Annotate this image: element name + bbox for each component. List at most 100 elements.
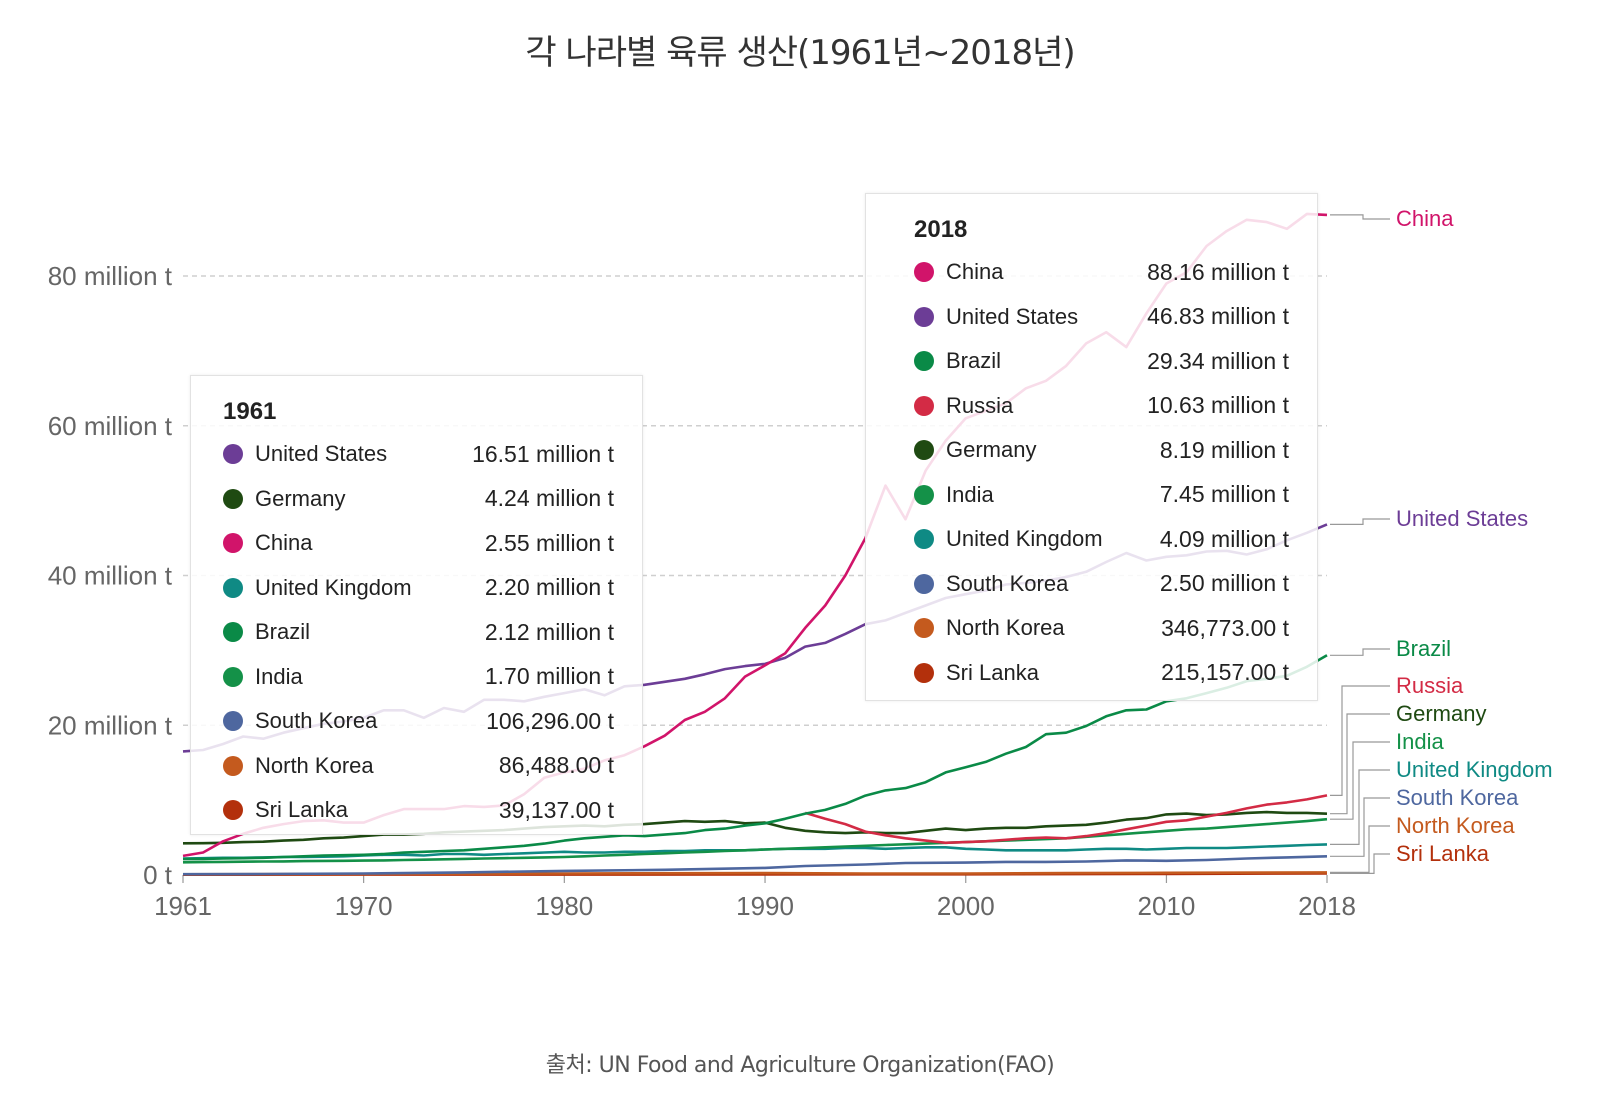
series-line-russia <box>804 794 1328 845</box>
legend-dot <box>223 488 243 509</box>
tooltip-country: China <box>946 259 1004 285</box>
series-line-india <box>182 817 1328 864</box>
tooltip-country: Russia <box>946 392 1014 418</box>
tooltip-country: China <box>255 530 313 556</box>
tooltip-value: 39,137.00 t <box>498 796 614 823</box>
x-tick-label: 2010 <box>1138 891 1196 921</box>
legend-dot <box>223 755 243 776</box>
y-tick-label: 40 million t <box>48 561 173 591</box>
tooltip-value: 46.83 million t <box>1147 303 1289 330</box>
tooltip-country: Brazil <box>255 619 311 645</box>
end-label-china: China <box>1396 206 1454 231</box>
legend-dot <box>914 440 934 461</box>
end-label-germany: Germany <box>1396 701 1486 726</box>
tooltip-value: 8.19 million t <box>1159 436 1289 463</box>
legend-dot <box>914 395 934 416</box>
end-labels: China United States Brazil Russia Germany Ind… <box>1330 206 1553 874</box>
legend-dot <box>914 573 934 594</box>
tooltip-row: South Korea 106,296.00 t <box>223 699 614 744</box>
tooltip-row: India 7.45 million t <box>914 473 1289 518</box>
tooltip-row: India 1.70 million t <box>223 655 614 700</box>
tooltip-country: North Korea <box>255 752 374 778</box>
tooltip-row: Russia 10.63 million t <box>914 384 1289 429</box>
tooltip-row: Brazil 29.34 million t <box>914 339 1289 384</box>
y-axis: 0 t 20 million t 40 million t 60 million t 8… <box>48 261 173 890</box>
tooltip-row: United States 16.51 million t <box>223 432 614 477</box>
leader-line <box>1330 713 1390 815</box>
tooltip-country: United States <box>946 303 1079 329</box>
legend-dot <box>223 800 243 821</box>
y-tick-label: 20 million t <box>48 710 173 740</box>
tooltip-row: South Korea 2.50 million t <box>914 562 1289 607</box>
y-tick-label: 60 million t <box>48 411 173 441</box>
tooltip-row: China 2.55 million t <box>223 521 614 566</box>
source-note: 출처: UN Food and Agriculture Organization… <box>546 1053 1054 1078</box>
end-label-north-korea: North Korea <box>1396 813 1515 838</box>
end-label-united-kingdom: United Kingdom <box>1396 757 1553 782</box>
tooltip-country: Sri Lanka <box>255 797 348 823</box>
tooltip-row: China 88.16 million t <box>914 250 1289 295</box>
legend-dot <box>223 666 243 687</box>
tooltip-value: 2.55 million t <box>484 529 614 556</box>
tooltip-value: 2.50 million t <box>1159 570 1289 597</box>
tooltip-row: Germany 4.24 million t <box>223 477 614 522</box>
x-tick-label: 1990 <box>736 891 794 921</box>
tooltip-value: 88.16 million t <box>1147 258 1289 285</box>
tooltip-value: 346,773.00 t <box>1161 614 1289 641</box>
tooltip-value: 4.09 million t <box>1159 525 1289 552</box>
tooltip-row: Brazil 2.12 million t <box>223 610 614 655</box>
tooltip-value: 4.24 million t <box>484 485 614 512</box>
tooltip-year: 1961 <box>223 398 277 425</box>
tooltip-row: Sri Lanka 215,157.00 t <box>914 651 1289 696</box>
tooltip-country: United Kingdom <box>946 526 1103 552</box>
tooltip-value: 1.70 million t <box>484 663 614 690</box>
tooltip-value: 106,296.00 t <box>486 707 614 734</box>
tooltip-2018: 2018 China 88.16 million t United States 46… <box>865 193 1318 701</box>
tooltip-row: North Korea 346,773.00 t <box>914 606 1289 651</box>
leader-line <box>1330 769 1390 845</box>
legend-dot <box>914 484 934 505</box>
legend-dot <box>223 533 243 554</box>
end-label-united-states: United States <box>1396 506 1528 531</box>
end-label-russia: Russia <box>1396 673 1464 698</box>
tooltip-value: 10.63 million t <box>1147 392 1289 419</box>
tooltip-country: Germany <box>946 437 1037 463</box>
x-tick-label: 2000 <box>937 891 995 921</box>
legend-dot <box>223 444 243 465</box>
series-line-united-kingdom <box>182 843 1328 860</box>
tooltip-value: 86,488.00 t <box>498 752 614 779</box>
tooltip-country: North Korea <box>946 615 1065 641</box>
tooltip-country: South Korea <box>255 708 378 734</box>
tooltip-row: United States 46.83 million t <box>914 295 1289 340</box>
tooltip-value: 2.20 million t <box>484 574 614 601</box>
legend-dot <box>223 711 243 732</box>
leader-line <box>1330 685 1390 796</box>
tooltip-country: India <box>255 663 303 689</box>
x-tick-label: 1970 <box>335 891 393 921</box>
tooltip-row: North Korea 86,488.00 t <box>223 744 614 789</box>
tooltip-country: Germany <box>255 485 346 511</box>
tooltip-value: 29.34 million t <box>1147 347 1289 374</box>
tooltip-row: United Kingdom 2.20 million t <box>223 566 614 611</box>
end-label-brazil: Brazil <box>1396 636 1451 661</box>
leader-line <box>1330 825 1390 873</box>
tooltip-country: India <box>946 481 994 507</box>
x-tick-label: 1961 <box>154 891 212 921</box>
legend-dot <box>223 622 243 643</box>
end-label-india: India <box>1396 729 1444 754</box>
tooltip-value: 7.45 million t <box>1159 481 1289 508</box>
tooltip-row: Germany 8.19 million t <box>914 428 1289 473</box>
x-axis: 1961 1970 1980 1990 2000 2010 2018 <box>154 875 1356 921</box>
x-tick-label: 1980 <box>535 891 593 921</box>
legend-dot <box>914 351 934 372</box>
chart-title: 각 나라별 육류 생산(1961년~2018년) <box>525 33 1074 73</box>
end-label-sri-lanka: Sri Lanka <box>1396 841 1490 866</box>
tooltip-value: 16.51 million t <box>472 440 614 467</box>
leader-line <box>1330 741 1390 820</box>
tooltip-year: 2018 <box>914 216 968 243</box>
tooltip-row: United Kingdom 4.09 million t <box>914 517 1289 562</box>
legend-dot <box>914 262 934 283</box>
x-tick-label: 2018 <box>1298 891 1356 921</box>
legend-dot <box>914 618 934 639</box>
